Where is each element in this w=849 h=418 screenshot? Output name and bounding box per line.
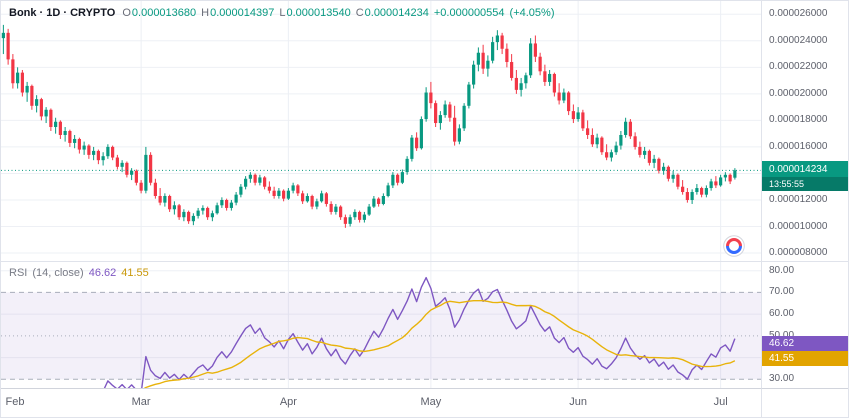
rsi-axis[interactable]: 46.62 41.55 80.0070.0060.0050.0040.0030.… — [761, 261, 848, 388]
price-axis-label: 0.000010000 — [769, 220, 828, 232]
low-value: 0.000013540 — [286, 7, 351, 19]
time-axis-label: Jun — [569, 396, 587, 408]
low-label: L — [279, 7, 286, 19]
time-axis-label: May — [420, 396, 442, 408]
rsi-axis-label: 80.00 — [769, 264, 795, 276]
symbol-legend: Bonk · 1D · CRYPTO O 0.000013680 H 0.00001… — [9, 6, 555, 20]
rsi-pane[interactable]: RSI (14, close) 46.62 41.55 — [1, 261, 761, 388]
rsi-chart-canvas[interactable] — [1, 262, 761, 388]
time-axis[interactable]: Feb Mar Apr May Jun Jul — [1, 388, 761, 417]
close-label: C — [355, 7, 364, 19]
time-axis-label: Jul — [713, 396, 728, 408]
rsi-value-badge: 46.62 — [762, 336, 848, 352]
symbol-title[interactable]: Bonk · 1D · CRYPTO — [9, 7, 116, 19]
time-axis-label: Mar — [131, 396, 151, 408]
rsi-current-value: 46.62 — [88, 267, 117, 279]
price-axis-label: 0.000026000 — [769, 8, 828, 20]
price-axis-label: 0.000020000 — [769, 87, 828, 99]
price-chart-canvas[interactable] — [1, 1, 761, 261]
rsi-title[interactable]: RSI — [9, 267, 28, 279]
ohlc-close: C 0.000014234 — [356, 6, 429, 20]
rsi-axis-label: 30.00 — [769, 373, 795, 385]
axis-corner — [761, 388, 848, 417]
bar-countdown: 13:55:55 — [762, 177, 848, 192]
price-axis-label: 0.000016000 — [769, 140, 828, 152]
open-label: O — [122, 7, 131, 19]
ohlc-open: O 0.000013680 — [122, 6, 196, 20]
exchange-logo-icon — [723, 235, 745, 257]
price-axis-label: 0.000008000 — [769, 247, 828, 259]
price-axis[interactable]: 0.000014234 13:55:55 0.000026000 0.000024… — [761, 1, 848, 261]
rsi-ma-value: 41.55 — [121, 267, 149, 279]
rsi-axis-label: 70.00 — [769, 286, 795, 298]
high-label: H — [201, 7, 210, 19]
change-percent: (+4.05%) — [509, 7, 555, 19]
rsi-legend: RSI (14, close) 46.62 41.55 — [9, 266, 149, 280]
ohlc-high: H 0.000014397 — [201, 6, 274, 20]
ohlc-low: L 0.000013540 — [279, 6, 350, 20]
last-price-value: 0.000014234 — [762, 161, 848, 178]
rsi-axis-label: 60.00 — [769, 308, 795, 320]
time-axis-label: Apr — [279, 396, 297, 408]
time-axis-label: Feb — [5, 396, 25, 408]
open-value: 0.000013680 — [131, 7, 197, 19]
rsi-ma-value-badge: 41.55 — [762, 351, 848, 367]
close-value: 0.000014234 — [364, 7, 429, 19]
last-price-label: 0.000014234 13:55:55 — [762, 161, 848, 192]
price-axis-label: 0.000022000 — [769, 61, 828, 73]
price-pane[interactable]: Bonk · 1D · CRYPTO O 0.000013680 H 0.00001… — [1, 1, 761, 261]
rsi-params: (14, close) — [32, 267, 84, 279]
high-value: 0.000014397 — [210, 7, 275, 19]
price-axis-label: 0.000012000 — [769, 193, 828, 205]
price-axis-label: 0.000024000 — [769, 34, 828, 46]
change-absolute: +0.000000554 — [433, 7, 505, 19]
rsi-axis-label: 50.00 — [769, 330, 794, 342]
price-axis-label: 0.000018000 — [769, 114, 828, 126]
